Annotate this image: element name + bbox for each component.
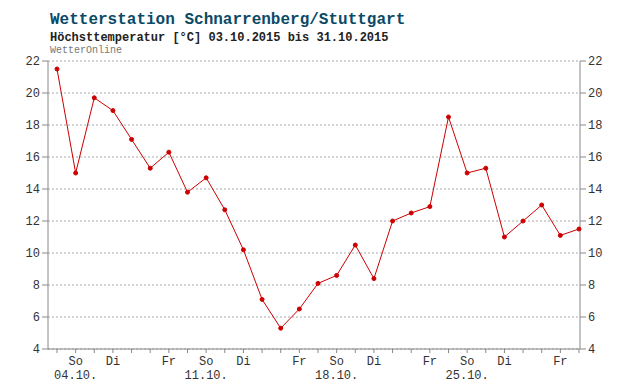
svg-text:6: 6 — [33, 311, 40, 325]
svg-text:10: 10 — [26, 247, 40, 261]
svg-text:Di: Di — [367, 355, 381, 369]
svg-text:10: 10 — [588, 247, 602, 261]
svg-text:14: 14 — [588, 183, 602, 197]
svg-text:12: 12 — [588, 215, 602, 229]
svg-text:So25.10.: So25.10. — [446, 355, 489, 383]
svg-text:22: 22 — [26, 55, 40, 69]
svg-text:So18.10.: So18.10. — [315, 355, 358, 383]
svg-text:4: 4 — [588, 343, 595, 357]
svg-text:14: 14 — [26, 183, 40, 197]
svg-text:8: 8 — [588, 279, 595, 293]
html-text:Wetterstation Schnarrenberg/St: Wetterstation Schnarrenberg/Stuttgart — [50, 11, 406, 29]
svg-text:20: 20 — [588, 87, 602, 101]
svg-text:Fr: Fr — [553, 355, 567, 369]
svg-text:18: 18 — [26, 119, 40, 133]
svg-text:22: 22 — [588, 55, 602, 69]
svg-text:20: 20 — [26, 87, 40, 101]
html-text:WetterOnline: WetterOnline — [50, 45, 122, 56]
svg-text:So04.10.: So04.10. — [54, 355, 97, 383]
svg-text:Di: Di — [236, 355, 250, 369]
svg-text:Di: Di — [106, 355, 120, 369]
svg-text:So11.10.: So11.10. — [185, 355, 228, 383]
svg-text:16: 16 — [26, 151, 40, 165]
svg-text:4: 4 — [33, 343, 40, 357]
svg-text:Fr: Fr — [423, 355, 437, 369]
html-text:Höchsttemperatur [°C] 03.10.20: Höchsttemperatur [°C] 03.10.2015 bis 31.… — [50, 31, 389, 45]
svg-text:18: 18 — [588, 119, 602, 133]
svg-text:12: 12 — [26, 215, 40, 229]
svg-text:Di: Di — [497, 355, 511, 369]
svg-text:6: 6 — [588, 311, 595, 325]
svg-text:8: 8 — [33, 279, 40, 293]
svg-text:Fr: Fr — [162, 355, 176, 369]
svg-text:Fr: Fr — [292, 355, 306, 369]
svg-text:16: 16 — [588, 151, 602, 165]
